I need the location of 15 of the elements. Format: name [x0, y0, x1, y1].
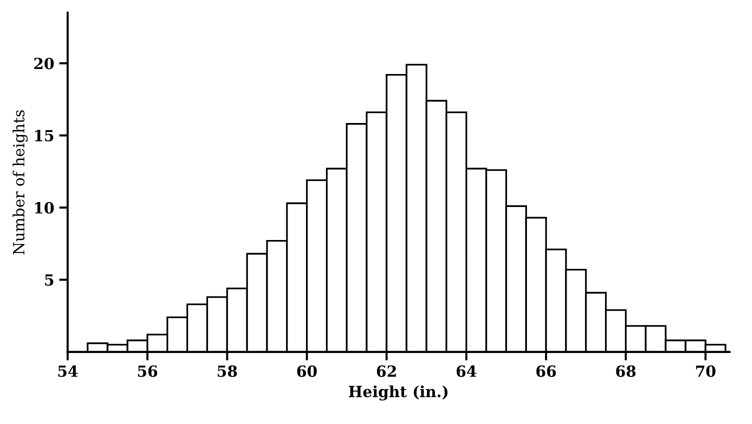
y-tick-label: 5: [45, 274, 54, 286]
y-tick-label: 20: [34, 58, 54, 70]
x-tick-label: 68: [616, 365, 636, 377]
x-tick-label: 56: [138, 365, 158, 377]
x-tick-label: 64: [456, 365, 476, 377]
x-tick-label: 66: [536, 365, 556, 377]
x-axis-title: Height (in.): [348, 385, 448, 400]
y-tick-label: 10: [35, 202, 54, 214]
x-tick-label: 62: [376, 365, 396, 377]
y-axis-title: Number of heights: [12, 110, 28, 254]
y-tick-label: 15: [35, 130, 54, 142]
x-tick-label: 54: [58, 365, 78, 377]
x-tick-label: 58: [218, 365, 237, 377]
x-tick-label: 60: [297, 365, 317, 377]
x-tick-label: 70: [696, 365, 716, 377]
